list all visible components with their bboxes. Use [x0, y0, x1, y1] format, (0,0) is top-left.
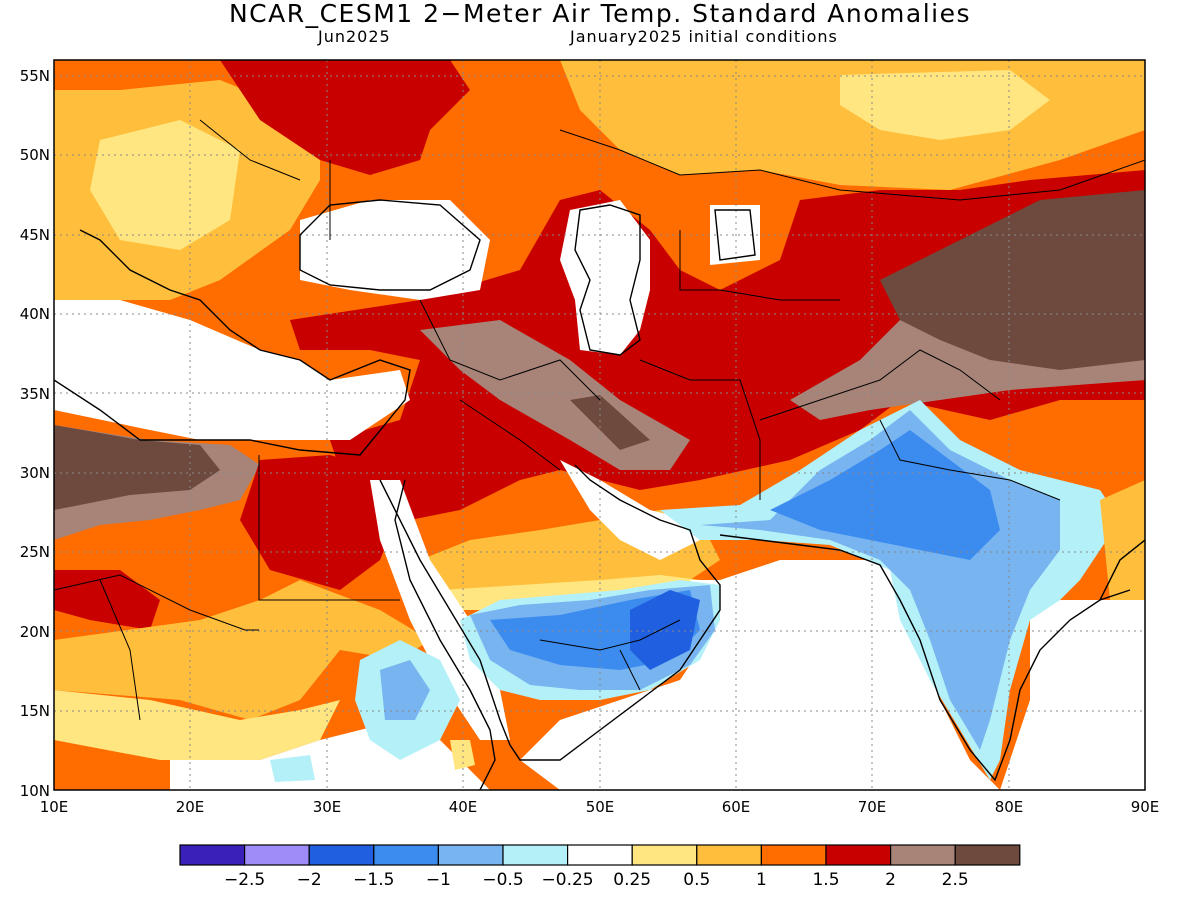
field-arabian-sea-white	[520, 560, 1000, 790]
colorbar-label: −2.5	[224, 870, 265, 890]
lat-label: 50N	[20, 146, 50, 164]
field-burma-light	[1100, 480, 1145, 600]
colorbar: −2.5 −2 −1.5 −1 −0.5 −0.25 0.25 0.5 1 1.5 2 2.5	[179, 844, 1021, 890]
field-sudan-lightblue	[270, 755, 315, 782]
field-sahara-red	[54, 570, 160, 630]
field-somalia-yellow	[450, 740, 475, 770]
field-egypt-red	[240, 455, 400, 590]
colorbar-swatch	[437, 844, 504, 866]
lat-axis: 10N 15N 20N 25N 30N 35N 40N 45N 50N 55N	[20, 67, 50, 800]
colorbar-label: −2	[297, 870, 322, 890]
field-oman-bluest	[630, 590, 700, 670]
lat-label: 10N	[20, 782, 50, 800]
field-sudan-light	[54, 690, 340, 760]
colorbar-swatch	[954, 844, 1021, 866]
colorbar-label: 1	[756, 870, 767, 890]
lat-label: 20N	[20, 623, 50, 641]
lat-label: 30N	[20, 464, 50, 482]
lon-label: 90E	[1131, 798, 1160, 816]
colorbar-swatch	[566, 844, 633, 866]
field-india-darkblue	[770, 430, 1000, 560]
map-title: NCAR_CESM1 2−Meter Air Temp. Standard An…	[228, 0, 972, 28]
field-libya-darkbrown	[54, 425, 220, 510]
lon-label: 80E	[995, 798, 1024, 816]
lon-label: 10E	[40, 798, 69, 816]
lon-label: 20E	[176, 798, 205, 816]
lon-label: 70E	[858, 798, 887, 816]
lat-label: 25N	[20, 543, 50, 561]
field-gulf-white	[560, 460, 700, 560]
colorbar-label: 2	[885, 870, 896, 890]
colorbar-swatch	[631, 844, 698, 866]
lon-axis: 10E 20E 30E 40E 50E 60E 70E 80E 90E	[40, 798, 1160, 816]
colorbar-swatch	[502, 844, 569, 866]
field-iraq-darkbrown	[570, 395, 650, 450]
colorbar-label: −1	[426, 870, 451, 890]
field-siberia-yellow	[840, 70, 1050, 140]
colorbar-swatch	[373, 844, 439, 866]
colorbar-swatch	[244, 844, 310, 866]
lat-label: 55N	[20, 67, 50, 85]
forecast-month: Jun2025	[318, 27, 391, 46]
lon-label: 50E	[586, 798, 615, 816]
field-bay-bengal-white	[1000, 600, 1145, 790]
field-tibet-darkbrown	[880, 190, 1145, 370]
colorbar-label: 2.5	[942, 870, 969, 890]
lat-label: 35N	[20, 385, 50, 403]
colorbar-swatch	[696, 844, 762, 866]
lon-label: 60E	[722, 798, 751, 816]
field-balkans-yellow	[90, 120, 240, 250]
colorbar-label: −0.5	[482, 870, 523, 890]
colorbar-label: −0.25	[542, 870, 594, 890]
lat-label: 45N	[20, 226, 50, 244]
gridlines	[54, 60, 1145, 790]
field-caspian-white	[560, 200, 650, 355]
colorbar-label: 1.5	[812, 870, 839, 890]
anomaly-fields	[54, 60, 1145, 790]
field-ethiopia-blue	[380, 660, 430, 720]
lat-label: 40N	[20, 305, 50, 323]
borders	[54, 119, 1145, 721]
colorbar-label: 0.25	[613, 870, 651, 890]
lon-label: 30E	[313, 798, 342, 816]
plot-frame	[53, 59, 1146, 791]
lat-label: 15N	[20, 702, 50, 720]
colorbar-swatch	[825, 844, 892, 866]
field-blacksea-white	[300, 200, 490, 300]
colorbar-swatch	[760, 844, 827, 866]
field-sahel-light	[54, 580, 430, 720]
initial-conditions: January2025 initial conditions	[570, 27, 838, 46]
field-ukraine-red	[220, 60, 470, 175]
colorbar-label: −1.5	[353, 870, 394, 890]
colorbar-label: 0.5	[683, 870, 710, 890]
lon-label: 40E	[449, 798, 478, 816]
field-aral-white	[710, 205, 760, 265]
coastlines	[54, 199, 1145, 790]
colorbar-swatch	[179, 844, 246, 866]
colorbar-swatch	[308, 844, 375, 866]
field-redsea-white	[370, 480, 510, 740]
colorbar-swatch	[889, 844, 956, 866]
field-mediterranean-white	[54, 300, 410, 440]
